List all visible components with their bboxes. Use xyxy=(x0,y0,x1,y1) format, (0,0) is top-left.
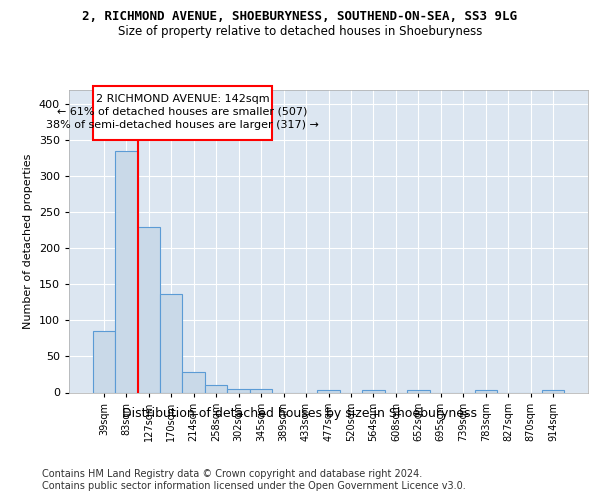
Text: Size of property relative to detached houses in Shoeburyness: Size of property relative to detached ho… xyxy=(118,25,482,38)
Bar xyxy=(317,390,340,392)
Text: Distribution of detached houses by size in Shoeburyness: Distribution of detached houses by size … xyxy=(122,408,478,420)
Bar xyxy=(250,389,272,392)
Text: ← 61% of detached houses are smaller (507): ← 61% of detached houses are smaller (50… xyxy=(57,106,308,117)
Bar xyxy=(182,372,205,392)
Bar xyxy=(475,390,497,392)
Bar xyxy=(362,390,385,392)
Bar xyxy=(227,389,250,392)
Bar xyxy=(205,386,227,392)
Bar xyxy=(542,390,565,392)
Text: 2, RICHMOND AVENUE, SHOEBURYNESS, SOUTHEND-ON-SEA, SS3 9LG: 2, RICHMOND AVENUE, SHOEBURYNESS, SOUTHE… xyxy=(83,10,517,23)
Text: 38% of semi-detached houses are larger (317) →: 38% of semi-detached houses are larger (… xyxy=(46,120,319,130)
Bar xyxy=(407,390,430,392)
Bar xyxy=(160,294,182,392)
Text: 2 RICHMOND AVENUE: 142sqm: 2 RICHMOND AVENUE: 142sqm xyxy=(95,94,269,104)
FancyBboxPatch shape xyxy=(92,86,272,141)
Bar xyxy=(92,332,115,392)
Bar xyxy=(137,227,160,392)
Y-axis label: Number of detached properties: Number of detached properties xyxy=(23,154,33,329)
Text: Contains HM Land Registry data © Crown copyright and database right 2024.: Contains HM Land Registry data © Crown c… xyxy=(42,469,422,479)
Text: Contains public sector information licensed under the Open Government Licence v3: Contains public sector information licen… xyxy=(42,481,466,491)
Bar xyxy=(115,151,137,392)
